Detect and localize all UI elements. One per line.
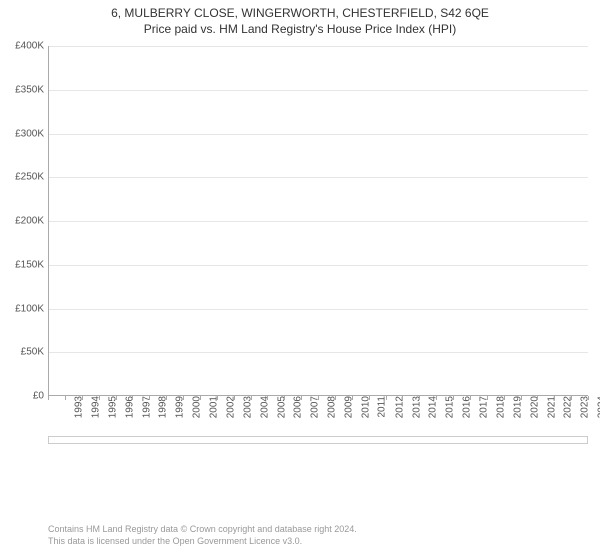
x-tick: [504, 396, 505, 400]
x-tick: [284, 396, 285, 400]
gridline: [49, 177, 588, 178]
y-tick-label: £100K: [0, 303, 44, 314]
x-tick-label: 2024: [596, 396, 600, 418]
x-tick: [352, 396, 353, 400]
y-tick-label: £200K: [0, 216, 44, 227]
footer-line-2: This data is licensed under the Open Gov…: [48, 536, 588, 548]
x-tick: [369, 396, 370, 400]
x-tick: [234, 396, 235, 400]
gridline: [49, 46, 588, 47]
x-tick: [183, 396, 184, 400]
plot-area: [48, 46, 588, 396]
y-tick-label: £250K: [0, 172, 44, 183]
gridline: [49, 221, 588, 222]
gridline: [49, 134, 588, 135]
x-tick: [571, 396, 572, 400]
chart-title: 6, MULBERRY CLOSE, WINGERWORTH, CHESTERF…: [0, 6, 600, 20]
y-tick-label: £300K: [0, 128, 44, 139]
y-tick-label: £0: [0, 391, 44, 402]
gridline: [49, 309, 588, 310]
x-tick: [149, 396, 150, 400]
x-tick: [116, 396, 117, 400]
x-tick: [217, 396, 218, 400]
y-tick-label: £350K: [0, 84, 44, 95]
chart-subtitle: Price paid vs. HM Land Registry's House …: [0, 22, 600, 36]
x-tick: [132, 396, 133, 400]
x-tick: [335, 396, 336, 400]
chart-container: 6, MULBERRY CLOSE, WINGERWORTH, CHESTERF…: [0, 0, 600, 560]
x-tick: [200, 396, 201, 400]
y-tick-label: £50K: [0, 347, 44, 358]
titles: 6, MULBERRY CLOSE, WINGERWORTH, CHESTERF…: [0, 0, 600, 36]
x-tick: [48, 396, 49, 400]
x-tick: [251, 396, 252, 400]
x-tick: [419, 396, 420, 400]
x-tick: [386, 396, 387, 400]
x-tick: [166, 396, 167, 400]
gridline: [49, 90, 588, 91]
x-tick: [487, 396, 488, 400]
x-tick: [588, 396, 589, 400]
footer-line-1: Contains HM Land Registry data © Crown c…: [48, 524, 588, 536]
gridline: [49, 265, 588, 266]
legend: [48, 436, 588, 444]
x-tick: [301, 396, 302, 400]
x-tick: [470, 396, 471, 400]
x-tick: [99, 396, 100, 400]
x-tick: [82, 396, 83, 400]
x-tick: [436, 396, 437, 400]
x-tick: [554, 396, 555, 400]
x-tick: [402, 396, 403, 400]
x-tick: [65, 396, 66, 400]
x-tick: [521, 396, 522, 400]
x-tick: [318, 396, 319, 400]
x-tick: [537, 396, 538, 400]
x-tick: [267, 396, 268, 400]
y-tick-label: £150K: [0, 259, 44, 270]
y-tick-label: £400K: [0, 41, 44, 52]
footer-attribution: Contains HM Land Registry data © Crown c…: [48, 524, 588, 547]
gridline: [49, 352, 588, 353]
x-tick: [453, 396, 454, 400]
